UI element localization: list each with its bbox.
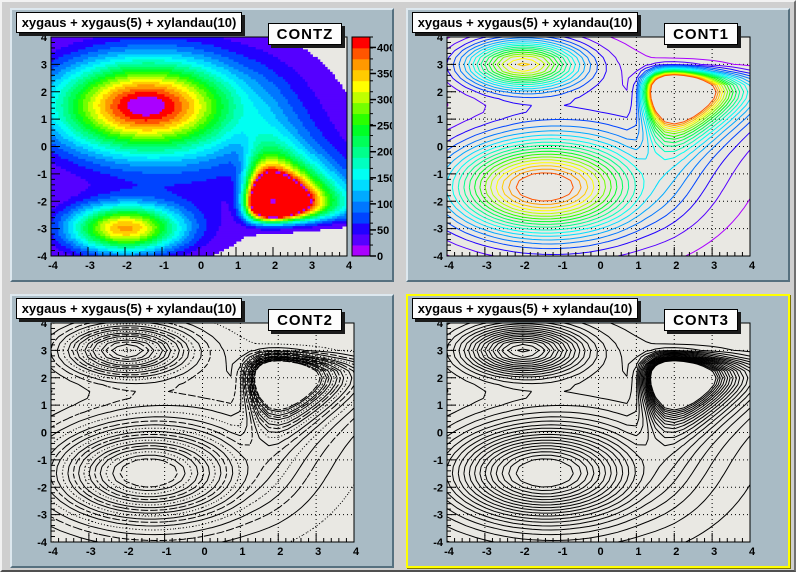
draw-option-label[interactable]: CONT1 (664, 23, 738, 45)
svg-text:-3: -3 (86, 546, 96, 558)
svg-text:250: 250 (377, 121, 392, 133)
svg-text:3: 3 (309, 260, 315, 272)
svg-text:0: 0 (41, 428, 47, 440)
svg-text:-3: -3 (482, 546, 492, 558)
svg-text:-1: -1 (558, 260, 568, 272)
svg-text:-4: -4 (37, 251, 48, 263)
svg-text:-2: -2 (124, 546, 134, 558)
svg-text:2: 2 (437, 373, 443, 385)
svg-text:-4: -4 (37, 537, 48, 549)
svg-text:-1: -1 (433, 455, 443, 467)
svg-text:-2: -2 (520, 260, 530, 272)
svg-text:0: 0 (437, 428, 443, 440)
svg-text:4: 4 (41, 318, 48, 330)
contour-plot-cont3: -4 -3 -2 -1 0 1 2 3 4 -4 -3 -2 -1 0 1 2 3 4 (433, 318, 756, 558)
svg-text:0: 0 (437, 142, 443, 154)
svg-text:150: 150 (377, 173, 392, 185)
svg-text:-2: -2 (520, 546, 530, 558)
svg-text:3: 3 (41, 345, 47, 357)
svg-text:0: 0 (597, 546, 603, 558)
svg-text:-1: -1 (159, 260, 169, 272)
svg-text:100: 100 (377, 199, 392, 211)
svg-text:-2: -2 (433, 196, 443, 208)
contour-plot-cont2: -4 -3 -2 -1 0 1 2 3 4 -4 -3 -2 -1 0 1 2 3 4 (37, 318, 360, 558)
svg-text:-2: -2 (37, 482, 47, 494)
draw-option-label[interactable]: CONT3 (664, 309, 738, 331)
svg-text:0: 0 (201, 546, 207, 558)
contour-plot-contz: -4 -3 -2 -1 0 1 2 3 4 -4 -3 -2 -1 0 1 2 3 4 0 50 100 150 200 25… (37, 32, 392, 272)
svg-text:0: 0 (377, 251, 383, 263)
svg-text:1: 1 (635, 546, 641, 558)
svg-text:400: 400 (377, 42, 392, 54)
svg-text:3: 3 (711, 546, 717, 558)
pad-contz[interactable]: xygaus + xygaus(5) + xylandau(10) CONTZ … (10, 8, 394, 282)
svg-text:1: 1 (437, 114, 443, 126)
svg-text:4: 4 (749, 260, 756, 272)
svg-text:3: 3 (437, 59, 443, 71)
svg-text:4: 4 (346, 260, 353, 272)
svg-text:-1: -1 (37, 169, 47, 181)
svg-text:0: 0 (198, 260, 204, 272)
svg-text:2: 2 (673, 546, 679, 558)
svg-text:-3: -3 (433, 224, 443, 236)
svg-text:-2: -2 (433, 482, 443, 494)
svg-text:0: 0 (597, 260, 603, 272)
svg-text:-4: -4 (433, 251, 444, 263)
svg-text:50: 50 (377, 225, 389, 237)
contour-plot-cont1: -4 -3 -2 -1 0 1 2 3 4 -4 -3 -2 -1 0 1 2 3 4 (433, 32, 756, 272)
svg-text:-4: -4 (48, 260, 59, 272)
svg-text:1: 1 (41, 114, 47, 126)
svg-text:2: 2 (272, 260, 278, 272)
svg-text:2: 2 (41, 373, 47, 385)
svg-text:-1: -1 (37, 455, 47, 467)
svg-text:4: 4 (437, 318, 444, 330)
svg-text:-3: -3 (37, 224, 47, 236)
svg-text:4: 4 (749, 546, 756, 558)
svg-text:2: 2 (41, 87, 47, 99)
svg-text:1: 1 (635, 260, 641, 272)
svg-text:4: 4 (353, 546, 360, 558)
svg-text:3: 3 (315, 546, 321, 558)
svg-text:3: 3 (41, 59, 47, 71)
svg-text:-1: -1 (433, 169, 443, 181)
svg-text:1: 1 (41, 400, 47, 412)
svg-text:1: 1 (239, 546, 245, 558)
svg-text:-1: -1 (558, 546, 568, 558)
svg-text:-3: -3 (482, 260, 492, 272)
svg-text:4: 4 (41, 32, 48, 44)
function-title-box[interactable]: xygaus + xygaus(5) + xylandau(10) (412, 298, 638, 319)
svg-text:3: 3 (711, 260, 717, 272)
svg-text:2: 2 (277, 546, 283, 558)
svg-text:200: 200 (377, 147, 392, 159)
svg-text:1: 1 (437, 400, 443, 412)
svg-text:-4: -4 (433, 537, 444, 549)
svg-text:-3: -3 (37, 510, 47, 522)
draw-option-label[interactable]: CONT2 (268, 309, 342, 331)
svg-text:-3: -3 (433, 510, 443, 522)
pad-cont1[interactable]: xygaus + xygaus(5) + xylandau(10) CONT1 … (406, 8, 790, 282)
svg-text:0: 0 (41, 142, 47, 154)
draw-option-label[interactable]: CONTZ (268, 23, 342, 45)
svg-text:-4: -4 (444, 260, 455, 272)
svg-text:1: 1 (235, 260, 241, 272)
function-title-box[interactable]: xygaus + xygaus(5) + xylandau(10) (412, 12, 638, 33)
pad-cont3-selected[interactable]: xygaus + xygaus(5) + xylandau(10) CONT3 … (406, 294, 790, 568)
function-title-box[interactable]: xygaus + xygaus(5) + xylandau(10) (16, 12, 242, 33)
svg-text:-4: -4 (444, 546, 455, 558)
svg-text:-2: -2 (37, 196, 47, 208)
svg-text:-2: -2 (122, 260, 132, 272)
svg-text:-1: -1 (162, 546, 172, 558)
svg-text:2: 2 (437, 87, 443, 99)
svg-text:-4: -4 (48, 546, 59, 558)
svg-text:2: 2 (673, 260, 679, 272)
svg-text:300: 300 (377, 95, 392, 107)
svg-text:-3: -3 (85, 260, 95, 272)
pad-cont2[interactable]: xygaus + xygaus(5) + xylandau(10) CONT2 … (10, 294, 394, 568)
svg-text:3: 3 (437, 345, 443, 357)
function-title-box[interactable]: xygaus + xygaus(5) + xylandau(10) (16, 298, 242, 319)
svg-text:350: 350 (377, 69, 392, 81)
svg-text:4: 4 (437, 32, 444, 44)
